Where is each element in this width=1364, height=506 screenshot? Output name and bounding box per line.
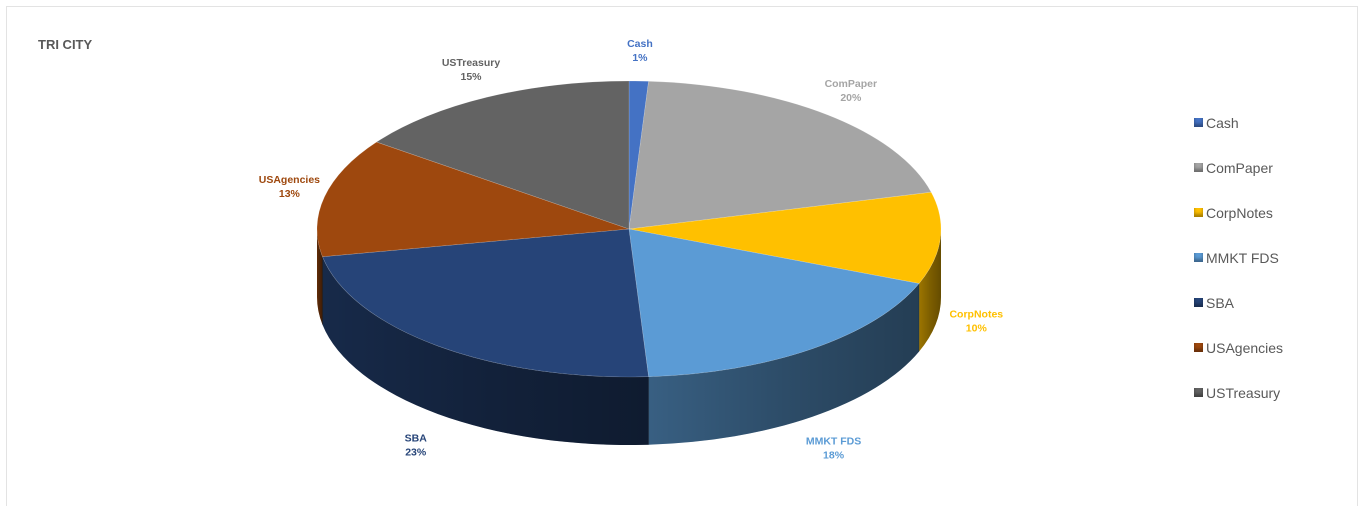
data-label-ustreasury: USTreasury 15% [442, 57, 501, 83]
legend-item-mmkt-fds: MMKT FDS [1194, 248, 1283, 267]
legend-label-sba: SBA [1206, 294, 1235, 311]
legend-swatch-mmkt-fds [1194, 253, 1203, 262]
pie-slice-ustreasury [375, 80, 630, 230]
legend-label-corpnotes: CorpNotes [1206, 204, 1273, 221]
data-label-mmkt-fds: MMKT FDS 18% [806, 436, 861, 462]
legend: Cash ComPaper CorpNotes MMKT FDS SBA USAgenci… [1194, 113, 1283, 428]
legend-item-sba: SBA [1194, 293, 1283, 312]
legend-swatch-compaper [1194, 163, 1203, 172]
legend-item-ustreasury: USTreasury [1194, 383, 1283, 402]
data-label-usagencies: USAgencies 13% [259, 174, 320, 200]
legend-item-compaper: ComPaper [1194, 158, 1283, 177]
pie-side-shade-sba [322, 256, 649, 445]
legend-label-compaper: ComPaper [1206, 159, 1273, 176]
legend-item-usagencies: USAgencies [1194, 338, 1283, 357]
pie-slice-mmkt-fds [628, 228, 920, 378]
data-label-sba: SBA 23% [405, 432, 428, 458]
pie-sides [317, 229, 942, 445]
pie-slice-sba [322, 228, 649, 378]
legend-swatch-cash [1194, 118, 1203, 127]
chart-title: TRI CITY [38, 37, 93, 52]
pie-labels: Cash 1% ComPaper 20% CorpNotes 10% MMKT FDS 18%… [259, 38, 1004, 461]
legend-swatch-sba [1194, 298, 1203, 307]
pie-slice-compaper [628, 80, 932, 230]
legend-swatch-corpnotes [1194, 208, 1203, 217]
pie-slice-corpnotes [628, 191, 942, 284]
data-label-compaper: ComPaper 20% [825, 78, 878, 104]
pie-side-shade-mmkt-fds [648, 283, 920, 445]
legend-swatch-usagencies [1194, 343, 1203, 352]
pie-side-shade-corpnotes [919, 229, 942, 352]
legend-item-cash: Cash [1194, 113, 1283, 132]
legend-label-usagencies: USAgencies [1206, 339, 1284, 356]
legend-label-mmkt-fds: MMKT FDS [1206, 249, 1279, 266]
pie-slice-usagencies [316, 141, 630, 258]
data-label-cash: Cash 1% [627, 38, 653, 64]
pie-tops [316, 80, 942, 378]
legend-swatch-ustreasury [1194, 388, 1203, 397]
pie-side-shade-usagencies [317, 229, 323, 325]
legend-label-ustreasury: USTreasury [1206, 384, 1281, 401]
data-label-corpnotes: CorpNotes 10% [949, 309, 1003, 335]
legend-item-corpnotes: CorpNotes [1194, 203, 1283, 222]
pie-slice-cash [628, 80, 649, 230]
legend-label-cash: Cash [1206, 114, 1239, 131]
